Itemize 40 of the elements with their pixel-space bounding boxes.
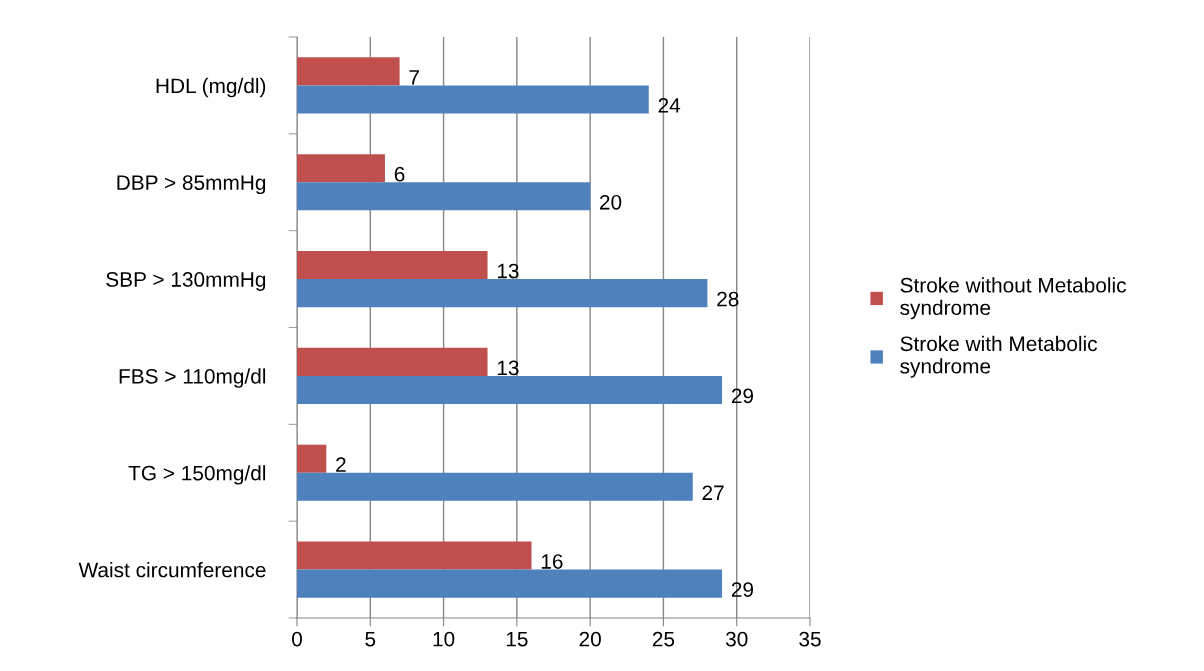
- bar: [297, 154, 385, 183]
- data-label: 16: [541, 554, 563, 569]
- x-tick-label: 15: [506, 631, 528, 647]
- bar: [297, 57, 400, 86]
- bar: [297, 279, 708, 308]
- bar: [297, 444, 327, 473]
- x-tick-label: 35: [799, 631, 821, 647]
- bar: [297, 251, 488, 280]
- y-tick-label: Waist circumference: [78, 562, 266, 578]
- y-tick-label: FBS > 110mg/dl: [119, 368, 266, 388]
- data-label: 27: [702, 485, 724, 500]
- bar: [297, 375, 723, 404]
- x-tick-label: 30: [725, 631, 748, 647]
- y-tick-label: TG > 150mg/dl: [128, 465, 266, 485]
- data-label: 7: [409, 70, 419, 85]
- data-label: 29: [731, 582, 754, 597]
- x-tick-label: 20: [579, 631, 601, 647]
- x-tick-label: 10: [433, 631, 455, 647]
- y-tick-label: DBP > 85mmHg: [117, 175, 266, 195]
- data-label: 13: [497, 263, 519, 279]
- y-tick-label: SBP > 130mmHg: [106, 272, 266, 291]
- data-label: 6: [394, 166, 405, 182]
- bar: [297, 569, 723, 598]
- x-tick-label: 5: [365, 631, 376, 647]
- bar: [297, 472, 693, 501]
- data-label: 28: [717, 291, 739, 307]
- bar: [297, 347, 488, 376]
- bar: [297, 182, 591, 211]
- bar: [297, 85, 649, 114]
- data-label: 24: [658, 98, 681, 113]
- legend-label: Stroke without Metabolic syndrome: [900, 277, 1126, 320]
- data-label: 20: [599, 194, 622, 210]
- x-tick-label: 25: [652, 631, 675, 647]
- bar: [297, 541, 532, 570]
- legend-label: Stroke with Metabolic syndrome: [900, 335, 1098, 378]
- y-tick-label: HDL (mg/dl): [156, 77, 266, 98]
- data-label: 2: [336, 457, 346, 472]
- x-tick-label: 0: [292, 631, 302, 647]
- data-label: 29: [731, 388, 754, 404]
- data-label: 13: [497, 360, 519, 376]
